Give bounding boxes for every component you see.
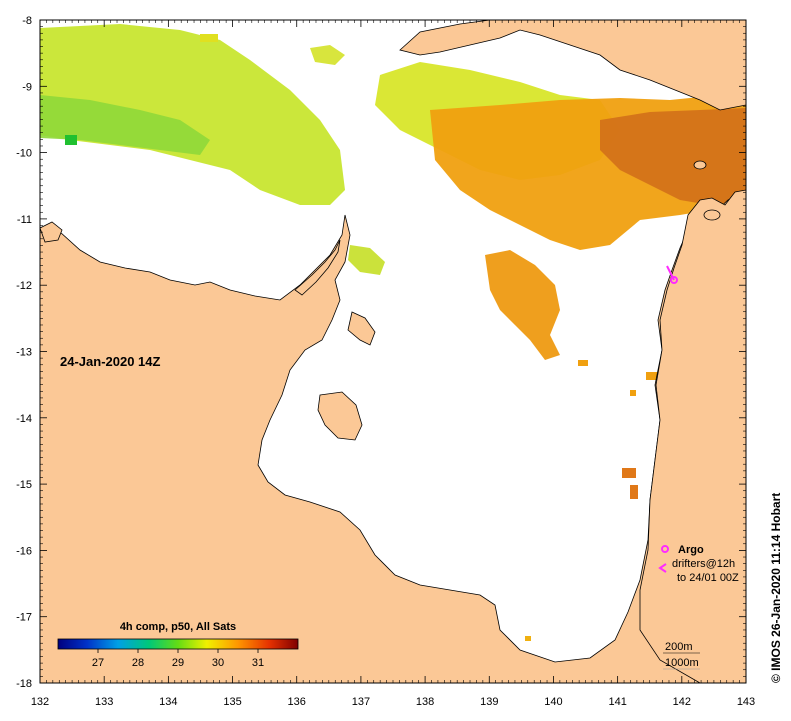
drifter-legend-line1: drifters@12h: [672, 558, 735, 570]
imos-credit: © IMOS 26-Jan-2020 11:14 Hobart: [769, 493, 783, 683]
argo-float-marker: [670, 276, 678, 284]
x-tick-label: 134: [159, 696, 177, 708]
x-tick-label: 136: [288, 696, 306, 708]
land-west-islands: [40, 221, 63, 243]
x-tick-label: 132: [31, 696, 49, 708]
y-tick-label: -18: [16, 678, 32, 690]
colorbar-tick-label: 29: [172, 657, 184, 669]
colorbar-tick-label: 30: [212, 657, 224, 669]
colorbar-tick-label: 31: [252, 657, 264, 669]
x-tick-label: 133: [95, 696, 113, 708]
x-tick-label: 140: [544, 696, 562, 708]
x-axis: 132 133 134 135 136 137 138 139 140 141 142 143: [31, 20, 755, 708]
y-tick-label: -10: [16, 148, 32, 160]
x-tick-label: 138: [416, 696, 434, 708]
y-axis: -8 -9 -10 -11 -12 -13 -14 -15 -16 -17 -18: [16, 15, 746, 690]
x-tick-label: 142: [673, 696, 691, 708]
x-tick-label: 137: [352, 696, 370, 708]
y-tick-label: -17: [16, 612, 32, 624]
sst-speck-5: [646, 372, 658, 380]
sst-speck-6: [630, 390, 636, 396]
land-northern-territory: [40, 189, 746, 683]
land-gove-peninsula: [347, 311, 376, 346]
argo-drifters: [666, 265, 678, 284]
legend: Argo drifters@12h to 24/01 00Z 200m 1000…: [658, 544, 739, 670]
colorbar: 4h comp, p50, All Sats 27 28 29 30 31: [57, 621, 299, 669]
x-tick-label: 141: [608, 696, 626, 708]
land-torres-island-1: [703, 209, 721, 221]
sst-patch-yellow: [348, 245, 385, 275]
colorbar-title: 4h comp, p50, All Sats: [120, 621, 236, 633]
drifter-legend-icon: [658, 563, 667, 573]
date-label: 24-Jan-2020 14Z: [60, 354, 161, 369]
sst-band-west-green: [40, 95, 210, 155]
colorbar-tick-label: 28: [132, 657, 144, 669]
x-tick-label: 143: [737, 696, 755, 708]
sst-speck-8: [65, 135, 77, 145]
land-torres-island-2: [693, 160, 707, 170]
sst-speck-2: [622, 468, 636, 478]
drifter-legend-line2: to 24/01 00Z: [677, 572, 739, 584]
sst-patch-north: [310, 45, 345, 65]
y-tick-label: -11: [17, 214, 32, 226]
sst-band-west: [40, 24, 345, 205]
land-new-guinea: [399, 20, 746, 111]
x-tick-label: 139: [480, 696, 498, 708]
contour-200-label: 200m: [665, 641, 693, 653]
y-tick-label: -8: [22, 15, 32, 27]
y-tick-label: -13: [16, 347, 32, 359]
y-tick-label: -16: [16, 545, 32, 557]
land-layer: [40, 20, 746, 683]
y-tick-label: -12: [16, 280, 32, 292]
sst-speck-4: [578, 360, 588, 366]
contour-1000-label: 1000m: [665, 657, 699, 669]
sst-speck-1: [200, 34, 218, 42]
y-tick-label: -15: [16, 479, 32, 491]
sst-band-east-warm: [600, 108, 746, 205]
colorbar-ticks: 27 28 29 30 31: [92, 649, 264, 669]
sst-speck-3: [630, 485, 638, 499]
sst-speck-7: [525, 636, 531, 641]
sst-patch-south: [485, 250, 560, 360]
x-tick-label: 135: [223, 696, 241, 708]
y-tick-label: -9: [22, 81, 32, 93]
sst-data-layer: [40, 24, 746, 641]
colorbar-gradient: [57, 638, 299, 650]
y-tick-label: -14: [16, 413, 32, 425]
land-groote-eylandt: [317, 391, 363, 441]
argo-legend-icon: [661, 545, 669, 553]
colorbar-tick-label: 27: [92, 657, 104, 669]
land-cape-york: [639, 189, 746, 683]
land-wessel-islands: [294, 239, 341, 296]
argo-legend-label: Argo: [678, 544, 704, 556]
